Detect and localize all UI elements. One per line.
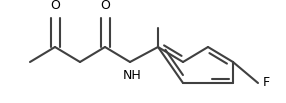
Text: O: O (50, 0, 60, 12)
Text: O: O (100, 0, 110, 10)
Text: F: F (263, 77, 270, 90)
Text: O: O (100, 0, 110, 12)
Text: NH: NH (123, 69, 141, 82)
Text: O: O (50, 0, 60, 10)
Text: F: F (263, 77, 270, 90)
Text: NH: NH (121, 72, 139, 85)
